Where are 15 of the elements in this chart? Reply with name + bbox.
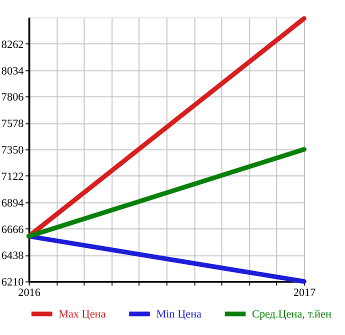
y-tick-label: 6894: [1, 197, 24, 210]
x-tick-label: 2017: [293, 286, 316, 299]
y-tick-label: 8262: [1, 38, 24, 51]
y-tick-label: 6438: [1, 250, 24, 262]
y-tick-label: 8034: [1, 65, 24, 78]
y-tick-label: 6210: [1, 276, 24, 289]
y-tick-label: 6666: [1, 224, 24, 236]
legend-label: Min Цена: [156, 308, 202, 321]
legend-label: Max Цена: [58, 308, 106, 321]
y-tick-label: 7122: [1, 170, 24, 183]
x-tick-label: 2016: [18, 286, 41, 299]
legend-label: Сред.Цена, т.йен: [252, 308, 332, 321]
y-tick-label: 7806: [1, 92, 24, 104]
y-tick-label: 7578: [1, 118, 24, 130]
y-tick-label: 7350: [1, 144, 24, 157]
